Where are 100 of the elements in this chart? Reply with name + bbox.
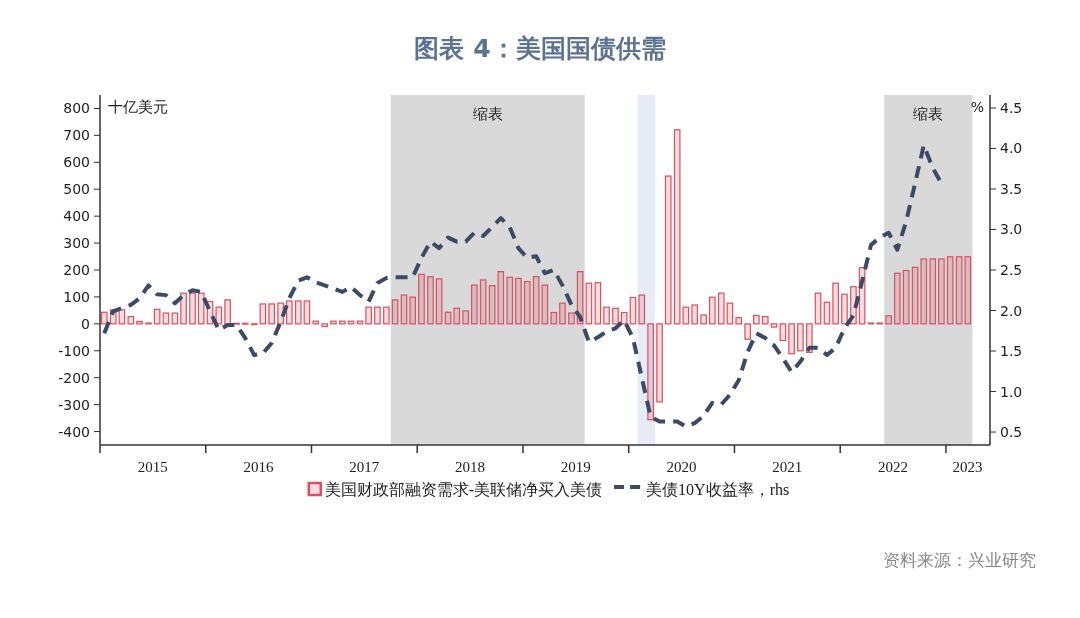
bar [162,312,170,325]
bar [700,314,707,325]
band-label: 缩表 [913,106,944,122]
bar [303,300,311,325]
bar [268,303,276,325]
bar [894,272,901,325]
band-label: 缩表 [472,106,503,122]
x-tick-label: 2021 [772,459,803,475]
bar [788,323,795,355]
y-tick-label: 400 [63,208,90,225]
y2-tick-label: 4.0 [1000,140,1023,157]
y-tick-label: -400 [58,423,90,440]
bar [946,256,954,325]
bar [215,306,223,325]
bar [127,315,135,325]
y-tick-label: -100 [58,342,90,359]
bar [435,278,443,325]
bar [515,277,522,325]
y-tick-label: 300 [63,235,90,252]
y-tick-label: 600 [63,154,90,171]
chart-title: 图表 4：美国国债供需 [414,34,666,63]
y2-tick-label: 2.5 [1000,262,1023,278]
bar [832,282,839,325]
x-tick-label: 2020 [666,459,697,475]
y-tick-label: 800 [63,100,90,117]
bar [100,311,108,325]
bar [471,284,478,325]
bar [418,273,425,325]
bar [462,310,470,325]
line-series [102,143,944,429]
bar [603,306,610,325]
y2-tick-label: 3.0 [1000,221,1023,238]
y-tick-label: 500 [63,181,90,198]
bar [594,282,602,325]
text: 资料来源：兴业研究 [883,550,1036,570]
y2-axis-title: % [970,99,984,115]
bar [497,271,505,325]
bar [744,323,752,340]
y2-tick-label: 2.0 [1000,302,1023,319]
y-tick-label: 200 [63,262,90,278]
bar [673,129,681,325]
bar [885,315,892,325]
bar [779,323,787,342]
y-tick-label: 0 [81,315,90,332]
bar [259,303,267,325]
bar [541,284,549,325]
bar [409,296,417,325]
x-tick-label: 2015 [137,459,168,475]
bar [224,299,231,325]
bar [136,320,143,325]
bar [726,302,734,325]
bar [189,292,196,325]
bar [180,292,187,325]
bar [532,276,540,325]
bar [383,306,390,325]
y2-tick-label: 1.5 [1000,343,1023,360]
bar [294,300,302,325]
bar [285,300,293,325]
bar [841,293,848,325]
bar [797,323,804,352]
bar [664,175,672,325]
bar [735,317,743,325]
y-tick-label: -300 [58,396,90,413]
bar [427,276,434,325]
bar [964,256,972,325]
bar [920,258,928,325]
y-tick-label: 100 [63,288,90,305]
x-tick-label: 2016 [243,459,275,475]
bar [656,323,663,403]
bar [691,304,698,325]
bar [612,307,619,325]
y-axis-title: 十亿美元 [108,99,168,115]
y2-tick-label: 0.5 [1000,424,1023,441]
x-tick-label: 2019 [560,459,591,475]
bar [506,276,514,325]
bar [938,258,945,325]
bar [902,269,910,325]
bar [321,323,329,328]
bar [682,306,690,325]
bar [550,311,558,325]
bar [153,308,161,325]
bar [929,258,937,325]
legend-label: 美国财政部融资需求-美联储净买入美债 [324,481,603,498]
y2-tick-label: 3.5 [1000,180,1023,197]
bar [374,306,381,325]
bar [453,307,461,325]
bar [761,315,769,325]
bar [559,302,566,325]
y2-tick-label: 4.5 [1000,99,1023,116]
x-tick-label: 2018 [455,459,486,475]
x-tick-label: 2022 [878,459,909,475]
x-tick-label: 2023 [952,459,983,475]
bar [391,299,399,325]
y-tick-label: -200 [58,369,90,386]
bar [488,285,496,325]
y2-tick-label: 1.0 [1000,383,1023,400]
legend-label: 美债10Y收益率，rhs [646,481,790,498]
bar [717,292,725,325]
bar [365,306,372,325]
bar [770,323,778,328]
